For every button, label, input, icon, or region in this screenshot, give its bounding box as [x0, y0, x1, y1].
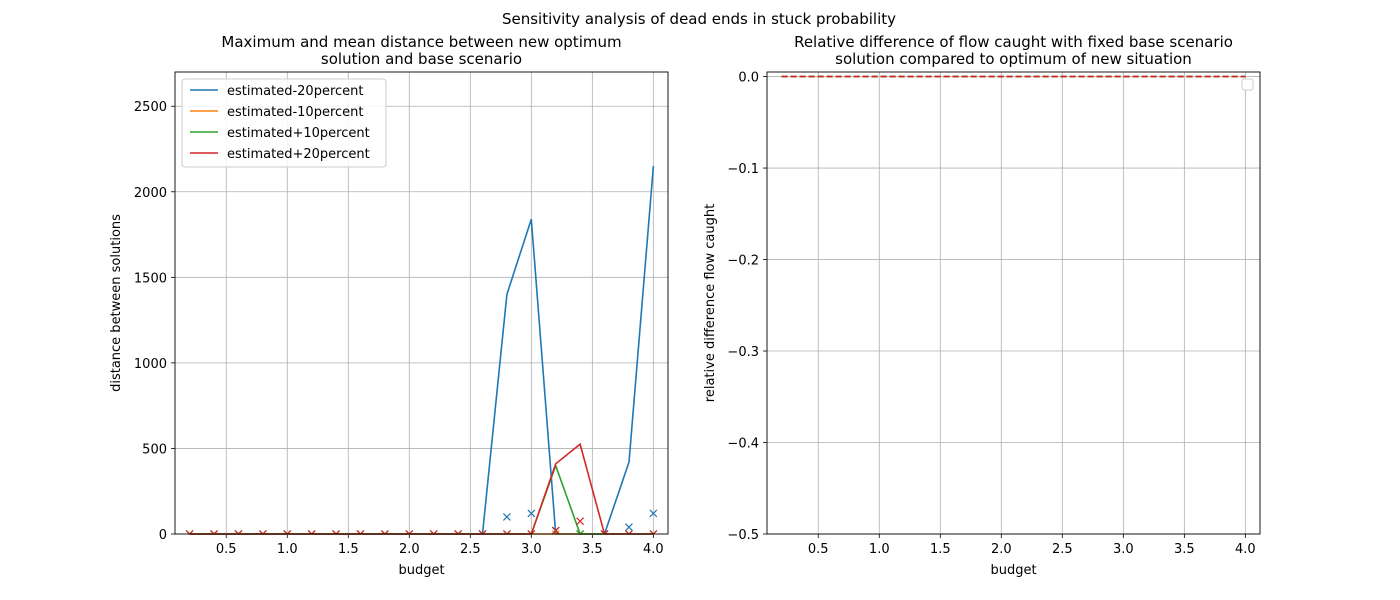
mean-marker-point: [625, 530, 633, 534]
mean-marker-point: [185, 530, 194, 534]
x-tick-label: 2.5: [460, 542, 481, 557]
series-line-max: [189, 463, 654, 535]
left-chart-panel: 0.5 1.0 1.5 2.0 2.5 3.0 3.5 4.0 0 500 1000 1500 2000…: [109, 33, 669, 578]
mean-marker-point: [307, 530, 316, 534]
x-tick-label: 3.0: [521, 542, 542, 557]
x-axis-label: budget: [990, 563, 1036, 578]
series-estimated+10percent: [185, 463, 658, 535]
x-tick-label: 0.5: [808, 542, 829, 557]
x-tick-label: 1.5: [338, 542, 359, 557]
x-tick-label: 2.5: [1052, 542, 1073, 557]
chart-title-line: Relative difference of flow caught with …: [794, 33, 1233, 51]
mean-marker-point: [234, 530, 243, 534]
x-tick-label: 4.0: [1235, 542, 1256, 557]
x-tick-label: 3.5: [582, 542, 603, 557]
empty-legend-box: [1241, 78, 1254, 91]
legend-entry-label: estimated+20percent: [227, 147, 370, 162]
mean-marker-point: [527, 509, 536, 518]
mean-marker-point: [356, 530, 365, 534]
mean-marker-point: [429, 530, 438, 534]
mean-marker-point: [502, 530, 511, 534]
mean-marker-point: [283, 530, 292, 534]
right-chart-panel: 0.5 1.0 1.5 2.0 2.5 3.0 3.5 4.0 0.0 −0.1 −0.2 −0.3 −…: [703, 33, 1261, 578]
y-tick-label: 1500: [134, 271, 167, 286]
mean-marker-point: [649, 530, 658, 534]
x-tick-label: 4.0: [643, 542, 664, 557]
legend: estimated-20percent estimated-10percent es…: [181, 78, 387, 168]
mean-marker-point: [478, 530, 487, 534]
axes-frame: [174, 71, 669, 535]
mean-marker-point: [576, 517, 585, 526]
x-tick-label: 3.0: [1113, 542, 1134, 557]
legend-box: [181, 78, 387, 168]
y-tick-label: −0.3: [727, 345, 759, 360]
mean-marker-point: [625, 523, 633, 532]
series-estimated-20percent: [185, 166, 658, 535]
y-tick-label: −0.4: [727, 437, 759, 452]
y-tick-label: 2500: [134, 100, 167, 115]
y-tick-label: −0.2: [727, 254, 759, 269]
y-axis-label: relative difference flow caught: [703, 204, 718, 402]
y-tick-label: 2000: [134, 186, 167, 201]
grid-lines: [175, 72, 668, 535]
series-line-max: [189, 166, 655, 535]
mean-marker-point: [454, 530, 463, 534]
legend-entry-label: estimated-20percent: [227, 84, 363, 99]
mean-marker-point: [527, 530, 536, 534]
mean-marker-point: [258, 530, 267, 534]
mean-marker-point: [649, 509, 658, 518]
mean-marker-point: [576, 530, 585, 534]
mean-marker-point: [405, 530, 414, 534]
y-tick-label: 0.0: [738, 71, 759, 86]
mean-marker-point: [332, 530, 341, 534]
x-tick-label: 3.5: [1174, 542, 1195, 557]
mean-marker-point: [210, 530, 218, 534]
x-tick-label: 2.0: [991, 542, 1012, 557]
x-tick-label: 1.0: [277, 542, 298, 557]
legend-entry-label: estimated+10percent: [227, 126, 370, 141]
mean-marker-point: [600, 530, 609, 534]
y-tick-label: −0.1: [727, 162, 759, 177]
y-tick-label: 0: [159, 528, 167, 543]
x-tick-label: 1.5: [930, 542, 951, 557]
chart-title-line: solution and base scenario: [321, 50, 522, 68]
x-axis-label: budget: [398, 563, 444, 578]
x-tick-label: 1.0: [869, 542, 890, 557]
chart-title-line: solution compared to optimum of new situ…: [835, 50, 1192, 68]
mean-marker-point: [551, 530, 560, 534]
y-tick-label: 1000: [134, 357, 167, 372]
y-axis-label: distance between solutions: [109, 214, 124, 392]
mean-marker-point: [502, 512, 511, 521]
axes-frame: [766, 71, 1261, 535]
x-tick-label: 2.0: [399, 542, 420, 557]
y-tick-label: −0.5: [727, 528, 759, 543]
figure-suptitle: Sensitivity analysis of dead ends in stu…: [502, 10, 896, 28]
x-tick-label: 0.5: [216, 542, 237, 557]
y-tick-label: 500: [142, 442, 167, 457]
series-estimated+20percent: [185, 442, 658, 535]
series-line-max: [189, 442, 654, 535]
mean-marker-point: [380, 530, 389, 534]
mean-marker-point: [551, 526, 560, 534]
legend-entry-label: estimated-10percent: [227, 105, 363, 120]
chart-title-line: Maximum and mean distance between new op…: [221, 33, 621, 51]
grid-lines: [767, 72, 1260, 535]
